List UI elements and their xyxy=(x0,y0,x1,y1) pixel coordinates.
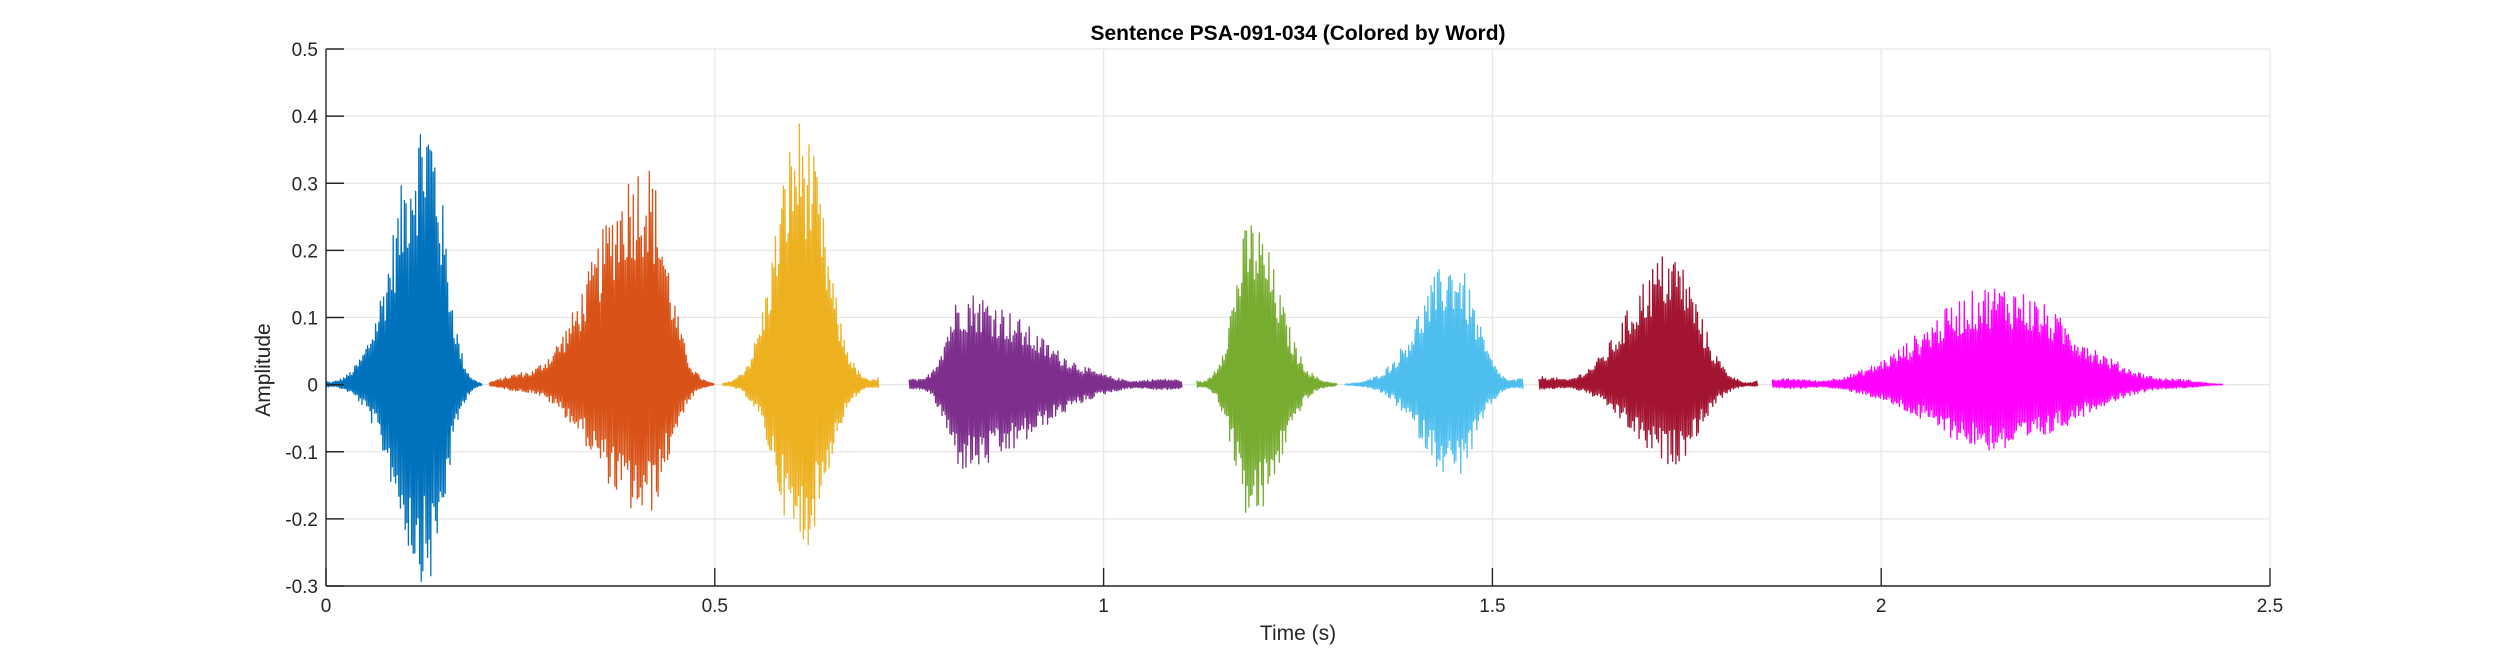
y-tick-label: -0.1 xyxy=(285,443,318,464)
y-tick-label: 0.4 xyxy=(292,107,319,128)
x-tick-labels: 0 0.5 1 1.5 2 2.5 xyxy=(321,596,2284,617)
y-tick-label: 0.3 xyxy=(292,174,318,195)
chart-title: Sentence PSA-091-034 (Colored by Word) xyxy=(1090,22,1505,45)
axes xyxy=(325,48,2271,587)
y-tick-label: 0.5 xyxy=(292,40,318,61)
x-axis-label: Time (s) xyxy=(1260,622,1336,645)
y-tick-label: -0.2 xyxy=(285,510,318,531)
x-tick-label: 2.5 xyxy=(2257,596,2283,617)
x-tick-label: 0.5 xyxy=(702,596,728,617)
y-tick-label: 0.1 xyxy=(292,309,318,330)
y-tick-labels: -0.3 -0.2 -0.1 0 0.1 0.2 0.3 0.4 0.5 xyxy=(285,40,318,598)
x-tick-label: 2 xyxy=(1876,596,1887,617)
y-tick-label: 0.2 xyxy=(292,241,318,262)
y-tick-label: -0.3 xyxy=(285,577,318,598)
x-tick-label: 1 xyxy=(1098,596,1109,617)
x-tick-label: 1.5 xyxy=(1479,596,1505,617)
word-segment-7 xyxy=(1538,256,1759,465)
word-segment-2 xyxy=(488,170,715,511)
x-tick-label: 0 xyxy=(321,596,332,617)
word-segment-1 xyxy=(325,134,483,582)
word-segment-3 xyxy=(721,123,880,546)
word-segment-4 xyxy=(908,295,1183,469)
y-axis-label: Amplitude xyxy=(252,323,275,416)
y-tick-label: 0 xyxy=(307,376,318,397)
word-segment-8 xyxy=(1771,288,2224,451)
word-segment-6 xyxy=(1344,269,1524,474)
plot-area xyxy=(325,123,2224,582)
word-segment-5 xyxy=(1196,225,1338,513)
